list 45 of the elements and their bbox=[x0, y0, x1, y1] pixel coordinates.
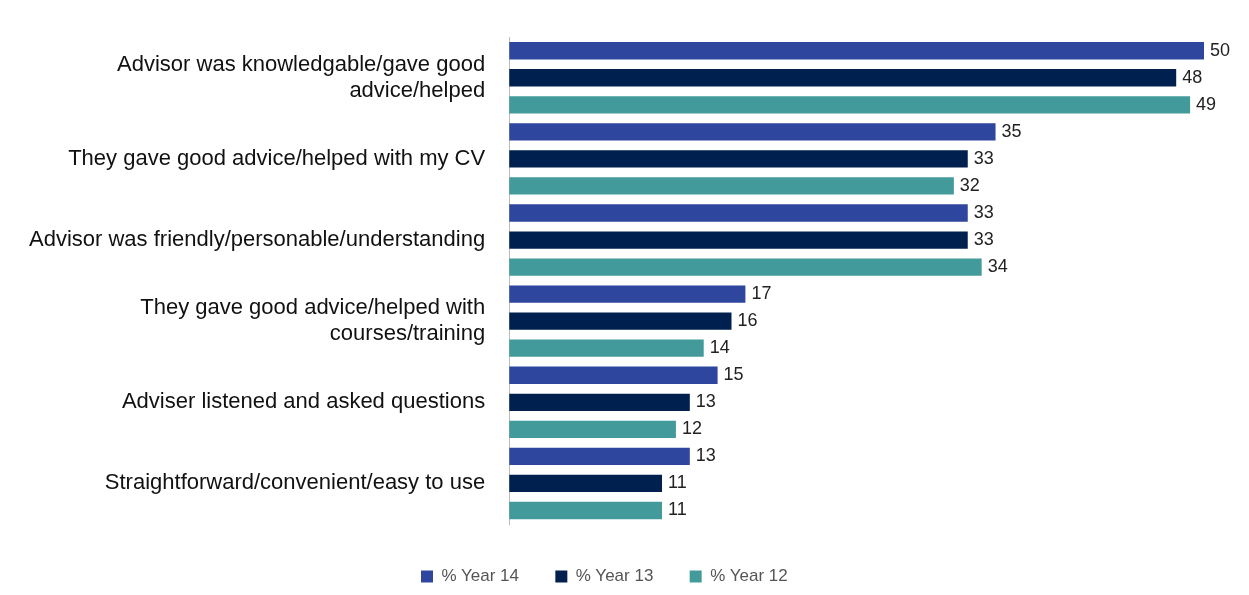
bar bbox=[509, 69, 1177, 87]
y-tick-label: Straightforward/convenient/easy to use bbox=[104, 469, 486, 495]
data-label: 33 bbox=[973, 229, 994, 249]
bar bbox=[509, 420, 676, 438]
data-label: 49 bbox=[1196, 93, 1217, 114]
bar bbox=[509, 393, 690, 411]
bar bbox=[509, 501, 663, 520]
bar bbox=[509, 123, 996, 141]
legend-label: % Year 12 bbox=[710, 566, 788, 586]
y-tick-label: They gave good advice/helped with my CV bbox=[68, 144, 486, 170]
bar bbox=[509, 474, 663, 493]
data-label: 11 bbox=[668, 472, 687, 493]
y-tick-label: Advisor was friendly/personable/understanding bbox=[29, 226, 486, 252]
y-tick-label: Adviser listened and asked questions bbox=[121, 388, 486, 414]
data-label: 17 bbox=[751, 283, 772, 304]
bar bbox=[509, 177, 954, 195]
bar bbox=[509, 231, 968, 249]
data-label: 32 bbox=[959, 174, 980, 195]
bar bbox=[509, 258, 982, 276]
data-label: 15 bbox=[723, 364, 744, 385]
bar bbox=[509, 42, 1204, 60]
legend-label: % Year 13 bbox=[575, 566, 654, 586]
data-label: 35 bbox=[1001, 120, 1022, 141]
bar bbox=[509, 96, 1191, 114]
data-label: 33 bbox=[973, 147, 994, 168]
data-label: 16 bbox=[737, 310, 758, 331]
bar bbox=[509, 204, 968, 222]
data-label: 14 bbox=[709, 337, 730, 358]
bar bbox=[509, 339, 704, 357]
data-label: 13 bbox=[695, 391, 716, 412]
data-label: 11 bbox=[668, 499, 687, 520]
data-label: 50 bbox=[1210, 39, 1231, 60]
data-label: 12 bbox=[681, 418, 702, 439]
data-label: 48 bbox=[1182, 66, 1203, 87]
bar bbox=[509, 285, 746, 303]
y-tick-label: They gave good advice/helped with courses/training bbox=[140, 294, 486, 346]
bar bbox=[509, 447, 690, 466]
bar bbox=[509, 366, 718, 384]
data-label: 33 bbox=[973, 201, 994, 222]
bar bbox=[509, 150, 968, 168]
y-tick-label: Advisor was knowledgable/gave good advice/helped bbox=[117, 50, 486, 103]
legend-label: % Year 14 bbox=[441, 566, 520, 586]
bar bbox=[509, 312, 732, 330]
data-label: 13 bbox=[695, 445, 716, 466]
data-label: 34 bbox=[987, 256, 1008, 277]
